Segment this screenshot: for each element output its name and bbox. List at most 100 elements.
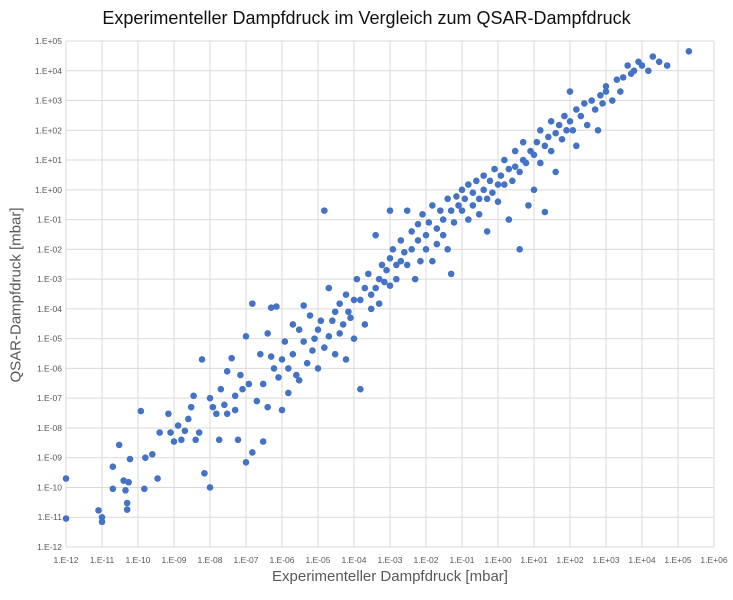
data-point xyxy=(408,246,415,253)
data-point xyxy=(483,195,491,203)
data-point xyxy=(617,88,624,95)
y-tick-label: 1.E-09 xyxy=(37,453,62,463)
data-point xyxy=(547,118,555,125)
data-point xyxy=(278,406,286,414)
data-point xyxy=(397,237,405,244)
data-point xyxy=(530,186,538,194)
data-point xyxy=(253,397,261,405)
data-point xyxy=(453,193,460,200)
data-point xyxy=(483,228,491,235)
data-point xyxy=(375,275,383,283)
data-point xyxy=(530,151,538,159)
data-point xyxy=(309,347,316,354)
data-point xyxy=(461,195,469,203)
data-point xyxy=(170,438,178,445)
data-point xyxy=(602,83,610,90)
data-point xyxy=(361,284,369,292)
data-point xyxy=(190,392,197,400)
data-points xyxy=(62,48,693,526)
data-point xyxy=(198,356,206,363)
data-point xyxy=(597,91,604,99)
data-point xyxy=(245,380,253,388)
y-axis-title: QSAR-Dampfdruck [mbar] xyxy=(7,207,25,383)
data-point xyxy=(278,356,286,363)
data-point xyxy=(201,469,208,477)
y-tick-label: 1.E+02 xyxy=(35,125,62,135)
data-point xyxy=(613,76,621,84)
data-point xyxy=(403,207,411,214)
data-point xyxy=(285,389,292,397)
data-point xyxy=(501,181,508,188)
data-point xyxy=(149,451,156,458)
data-point xyxy=(187,403,195,411)
data-point xyxy=(206,484,214,491)
data-point xyxy=(141,485,148,493)
data-point xyxy=(655,58,663,66)
data-point xyxy=(414,237,422,244)
data-point xyxy=(273,303,280,310)
data-point xyxy=(475,211,483,218)
data-point xyxy=(242,332,250,340)
data-point xyxy=(475,195,483,203)
y-tick-label: 1.E-03 xyxy=(37,274,62,284)
data-point xyxy=(98,513,106,521)
data-point xyxy=(257,350,264,358)
data-point xyxy=(458,207,466,214)
data-point xyxy=(566,118,574,125)
data-point xyxy=(221,401,228,409)
x-tick-label: 1.E-11 xyxy=(90,555,115,565)
data-point xyxy=(381,278,388,286)
data-point xyxy=(417,257,424,265)
data-point xyxy=(306,312,314,319)
data-point xyxy=(331,350,339,358)
data-point xyxy=(239,385,246,393)
data-point xyxy=(174,422,182,429)
y-tick-label: 1.E-01 xyxy=(37,215,62,225)
data-point xyxy=(537,159,544,167)
data-point xyxy=(270,365,278,372)
data-point xyxy=(275,374,282,381)
data-point xyxy=(455,202,462,209)
data-point xyxy=(624,62,631,69)
data-point xyxy=(422,246,430,253)
data-point xyxy=(353,275,361,283)
data-point xyxy=(215,436,223,444)
data-point xyxy=(433,225,441,232)
data-point xyxy=(591,106,599,113)
data-point xyxy=(444,246,451,253)
y-tick-label: 1.E-12 xyxy=(37,542,62,552)
y-tick-label: 1.E-08 xyxy=(37,423,62,433)
data-point xyxy=(516,168,523,176)
data-point xyxy=(206,394,214,402)
data-point xyxy=(386,282,394,290)
data-point xyxy=(209,403,217,411)
data-point xyxy=(465,216,472,223)
x-tick-label: 1.E-04 xyxy=(341,555,366,565)
data-point xyxy=(329,317,336,325)
x-tick-label: 1.E-08 xyxy=(197,555,222,565)
data-point xyxy=(525,202,532,209)
data-point xyxy=(619,74,627,81)
data-point xyxy=(599,100,606,107)
data-point xyxy=(98,518,106,526)
data-point xyxy=(505,165,513,173)
data-point xyxy=(115,441,123,449)
data-point xyxy=(321,207,328,214)
data-point xyxy=(357,296,364,304)
x-tick-label: 1.E+02 xyxy=(556,555,583,565)
data-point xyxy=(537,126,544,134)
data-point xyxy=(295,376,303,384)
data-point xyxy=(300,302,307,309)
data-point xyxy=(552,129,559,137)
x-axis-ticks: 1.E-12 1.E-11 1.E-10 1.E-09 1.E-08 1.E-07 1.E-… xyxy=(53,555,727,565)
data-point xyxy=(566,88,574,95)
data-point xyxy=(249,449,256,456)
data-point xyxy=(336,330,343,337)
data-point xyxy=(154,475,161,482)
data-point xyxy=(429,202,436,209)
data-point xyxy=(494,198,502,205)
data-point xyxy=(609,97,616,104)
data-point xyxy=(109,463,117,470)
data-point xyxy=(473,177,480,185)
data-point xyxy=(491,165,498,173)
